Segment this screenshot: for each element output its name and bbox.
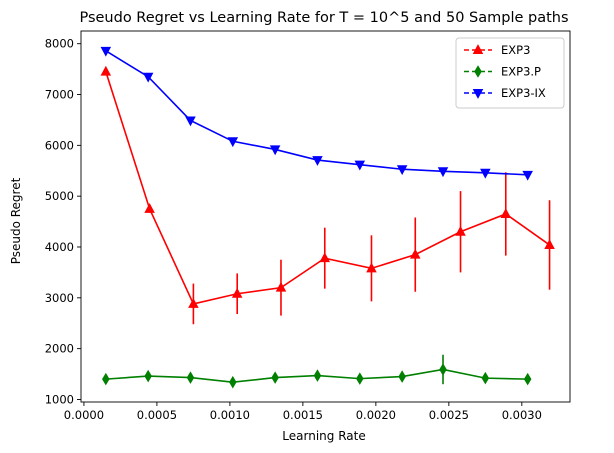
data-point — [269, 145, 281, 156]
data-point — [186, 371, 195, 384]
x-tick-label: 0.0025 — [429, 408, 469, 422]
data-point — [188, 298, 199, 308]
y-axis-label: Pseudo Regret — [9, 177, 23, 264]
data-point — [398, 370, 406, 383]
data-point — [480, 168, 491, 179]
data-point — [271, 371, 279, 384]
data-point — [275, 281, 287, 292]
y-tick-label: 2000 — [45, 342, 74, 356]
y-tick-label: 6000 — [45, 138, 74, 152]
data-point — [185, 116, 196, 127]
legend-label: EXP3 — [501, 43, 530, 57]
x-tick-label: 0.0015 — [283, 408, 323, 422]
data-point — [100, 65, 112, 76]
series-exp3-p — [102, 354, 532, 389]
legend-entry: EXP3.P — [464, 65, 541, 79]
y-tick-label: 8000 — [45, 37, 74, 51]
x-tick-label: 0.0010 — [210, 408, 250, 422]
x-tick-label: 0.0030 — [502, 408, 542, 422]
data-point — [481, 371, 490, 385]
data-point — [455, 225, 466, 236]
data-point — [142, 72, 154, 83]
data-point — [439, 363, 447, 376]
data-point — [410, 248, 421, 259]
data-point — [544, 239, 555, 249]
axes-frame — [80, 30, 571, 403]
series-exp3-ix — [100, 46, 533, 181]
data-point — [144, 369, 152, 383]
data-point — [356, 372, 364, 385]
y-tick-label: 4000 — [45, 240, 74, 254]
data-point — [319, 252, 331, 263]
legend-marker — [474, 65, 482, 78]
x-axis-label: Learning Rate — [282, 429, 365, 443]
data-point — [231, 287, 243, 298]
data-point — [227, 137, 239, 148]
legend-box — [455, 37, 565, 109]
y-tick-label: 5000 — [45, 189, 74, 203]
legend-label: EXP3.P — [501, 65, 541, 79]
data-point — [500, 208, 512, 218]
chart-title: Pseudo Regret vs Learning Rate for T = 1… — [79, 10, 568, 26]
legend-entry: EXP3-IX — [464, 86, 546, 100]
data-point — [354, 160, 366, 171]
x-tick-label: 0.0000 — [64, 408, 104, 422]
data-point — [396, 165, 408, 176]
data-point — [312, 156, 323, 166]
data-point — [313, 369, 322, 382]
y-tick-label: 7000 — [45, 88, 74, 102]
legend-entry: EXP3 — [464, 43, 530, 57]
y-tick-label: 3000 — [45, 291, 74, 305]
data-point — [522, 170, 533, 181]
data-point — [144, 203, 155, 213]
x-tick-label: 0.0005 — [137, 408, 177, 422]
data-point — [437, 167, 449, 178]
data-point — [229, 375, 237, 389]
legend: EXP3 EXP3.P EXP3-IX — [455, 37, 565, 109]
data-point — [100, 46, 112, 57]
data-point — [366, 262, 377, 273]
legend-marker — [472, 89, 484, 99]
data-point — [102, 372, 110, 386]
series-exp3 — [100, 65, 555, 325]
data-point — [523, 372, 532, 386]
axes: 0.0000 0.0005 0.0010 0.0015 0.0020 0.0025 0.00… — [45, 30, 571, 422]
legend-marker — [472, 44, 484, 54]
legend-label: EXP3-IX — [501, 86, 546, 100]
y-tick-label: 1000 — [45, 392, 74, 406]
plot-area — [100, 46, 555, 389]
x-tick-label: 0.0020 — [356, 408, 396, 422]
